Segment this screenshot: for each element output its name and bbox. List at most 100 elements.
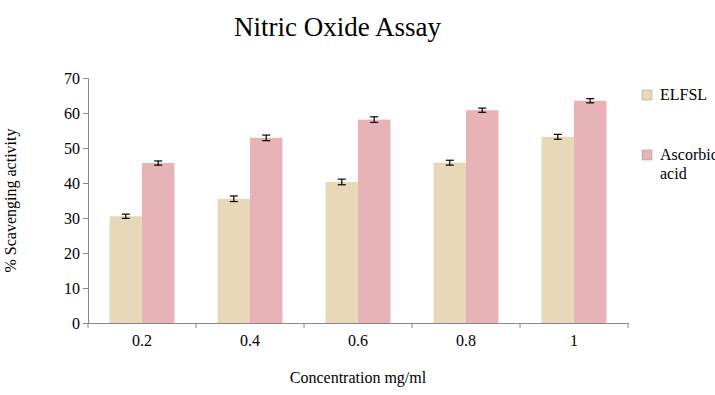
- error-cap: [478, 107, 486, 108]
- error-stem: [158, 161, 159, 165]
- legend-item: ELFSL: [642, 86, 707, 103]
- x-divider: [412, 323, 413, 328]
- y-tick: 70: [64, 70, 88, 87]
- error-cap: [338, 179, 346, 180]
- x-divider: [304, 323, 305, 328]
- error-bar: [338, 179, 346, 185]
- bar: [218, 199, 250, 323]
- y-tick-label: 10: [64, 280, 80, 297]
- legend-label: Ascorbicacid: [660, 146, 715, 182]
- error-cap: [262, 134, 270, 135]
- error-cap: [262, 140, 270, 141]
- x-tick-label: 0.6: [348, 332, 368, 349]
- bar: [434, 163, 466, 323]
- series: [110, 134, 574, 323]
- bar: [326, 182, 358, 323]
- y-tick: 50: [64, 140, 88, 157]
- y-tick-mark: [83, 78, 88, 79]
- chart: 0102030405060700.20.40.60.81Nitric Oxide…: [0, 0, 715, 395]
- bar: [542, 137, 574, 323]
- error-cap: [230, 195, 238, 196]
- y-tick: 60: [64, 105, 88, 122]
- y-axis-line: [83, 79, 89, 324]
- error-stem: [233, 196, 234, 202]
- x-tick: 0.4: [240, 323, 260, 349]
- error-cap: [154, 165, 162, 166]
- error-cap: [478, 112, 486, 113]
- bar: [358, 120, 390, 323]
- error-bar: [370, 117, 378, 123]
- error-bar: [586, 99, 594, 103]
- error-cap: [230, 201, 238, 202]
- error-bar: [154, 161, 162, 165]
- error-stem: [482, 108, 483, 112]
- legend-label: ELFSL: [660, 86, 707, 103]
- y-tick-label: 70: [64, 70, 80, 87]
- x-tick-label: 1: [570, 332, 578, 349]
- legend: ELFSL Ascorbicacid: [642, 86, 715, 182]
- error-stem: [557, 134, 558, 139]
- legend-item: Ascorbicacid: [642, 146, 715, 182]
- error-cap: [554, 134, 562, 135]
- error-cap: [446, 165, 454, 166]
- error-stem: [374, 117, 375, 123]
- y-tick-label: 60: [64, 105, 80, 122]
- y-tick: 40: [64, 175, 88, 192]
- bar: [110, 216, 142, 323]
- y-tick-mark: [83, 253, 88, 254]
- y-tick-label: 40: [64, 175, 80, 192]
- x-tick-label: 0.8: [456, 332, 476, 349]
- y-tick-mark: [83, 323, 88, 324]
- error-bar: [230, 196, 238, 202]
- y-tick-mark: [83, 183, 88, 184]
- bar: [142, 163, 174, 323]
- y-tick: 10: [64, 280, 88, 297]
- error-bar: [122, 214, 130, 218]
- error-cap: [554, 139, 562, 140]
- error-bar: [446, 160, 454, 165]
- error-cap: [370, 122, 378, 123]
- x-divider: [88, 323, 89, 328]
- plot: 0102030405060700.20.40.60.81: [64, 70, 629, 350]
- title: Nitric Oxide Assay: [234, 12, 441, 42]
- error-bar: [478, 108, 486, 112]
- y-tick: 30: [64, 210, 88, 227]
- x-divider: [628, 323, 629, 328]
- y-axis: 010203040506070: [64, 70, 89, 332]
- error-stem: [590, 99, 591, 103]
- error-cap: [122, 218, 130, 219]
- marks: [110, 99, 607, 323]
- error-bar: [262, 135, 270, 141]
- legend-swatch: [642, 150, 652, 160]
- bar: [574, 101, 606, 323]
- error-stem: [341, 179, 342, 185]
- bar: [466, 110, 498, 323]
- error-stem: [449, 160, 450, 165]
- y-tick-mark: [83, 218, 88, 219]
- x-tick-label: 0.2: [132, 332, 152, 349]
- y-tick-label: 50: [64, 140, 80, 157]
- y-tick-label: 30: [64, 210, 80, 227]
- x-tick: 0.6: [348, 323, 368, 349]
- error-stem: [266, 135, 267, 141]
- error-cap: [586, 98, 594, 99]
- y-tick: 20: [64, 245, 88, 262]
- error-bar: [554, 134, 562, 139]
- legend-swatch: [642, 90, 652, 100]
- y-axis-title: % Scavenging activity: [2, 129, 20, 273]
- y-tick-mark: [83, 288, 88, 289]
- x-tick: 1: [570, 323, 578, 349]
- series: [142, 99, 606, 323]
- x-axis-title: Concentration mg/ml: [290, 369, 427, 387]
- error-cap: [370, 116, 378, 117]
- error-cap: [338, 184, 346, 185]
- x-tick: 0.2: [132, 323, 152, 349]
- x-axis: 0.2 0.4 0.6 0.8 1: [88, 323, 629, 349]
- y-tick-label: 20: [64, 245, 80, 262]
- x-tick: 0.8: [456, 323, 476, 349]
- error-cap: [446, 160, 454, 161]
- error-stem: [125, 214, 126, 218]
- y-tick-mark: [83, 148, 88, 149]
- error-cap: [154, 160, 162, 161]
- bar: [250, 138, 282, 323]
